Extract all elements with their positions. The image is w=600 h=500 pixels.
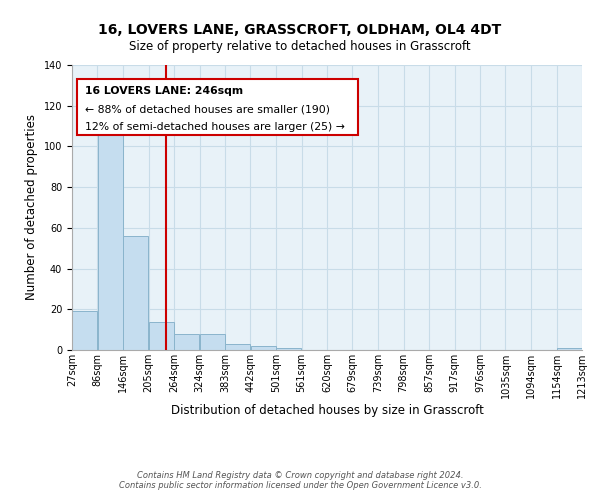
Text: Size of property relative to detached houses in Grasscroft: Size of property relative to detached ho… xyxy=(129,40,471,53)
Bar xyxy=(149,322,173,350)
Bar xyxy=(174,334,199,350)
Bar xyxy=(124,236,148,350)
Text: 16 LOVERS LANE: 246sqm: 16 LOVERS LANE: 246sqm xyxy=(85,86,243,97)
Text: ← 88% of detached houses are smaller (190): ← 88% of detached houses are smaller (19… xyxy=(85,104,330,114)
FancyBboxPatch shape xyxy=(77,79,358,135)
X-axis label: Distribution of detached houses by size in Grasscroft: Distribution of detached houses by size … xyxy=(170,404,484,416)
Bar xyxy=(72,312,97,350)
Bar xyxy=(200,334,225,350)
Bar xyxy=(251,346,275,350)
Y-axis label: Number of detached properties: Number of detached properties xyxy=(25,114,38,300)
Bar xyxy=(98,134,122,350)
Bar xyxy=(226,344,250,350)
Bar xyxy=(557,348,582,350)
Text: 16, LOVERS LANE, GRASSCROFT, OLDHAM, OL4 4DT: 16, LOVERS LANE, GRASSCROFT, OLDHAM, OL4… xyxy=(98,22,502,36)
Bar xyxy=(276,348,301,350)
Text: 12% of semi-detached houses are larger (25) →: 12% of semi-detached houses are larger (… xyxy=(85,122,344,132)
Text: Contains HM Land Registry data © Crown copyright and database right 2024.
Contai: Contains HM Land Registry data © Crown c… xyxy=(119,470,481,490)
